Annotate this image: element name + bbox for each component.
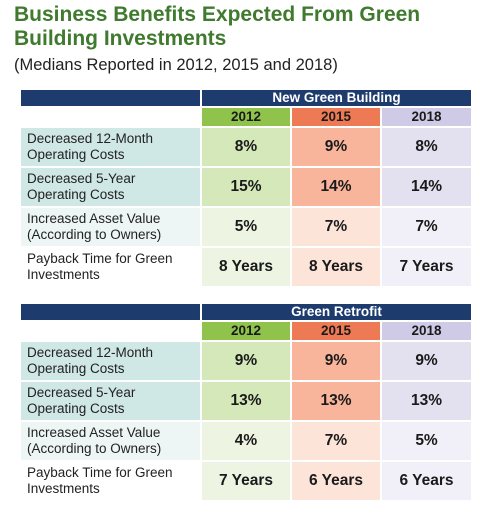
years-blank-cell xyxy=(21,106,201,127)
value-cell-2018: 7 Years xyxy=(379,246,472,286)
value-cell-2012: 15% xyxy=(200,166,291,207)
new-green-building-years-row: 2012 2015 2018 xyxy=(21,106,472,127)
chart-title-line2: Building Investments xyxy=(14,27,227,50)
row-label-line1: Payback Time for Green xyxy=(27,251,173,266)
table-row: Increased Asset Value (According to Owner… xyxy=(21,206,472,247)
value-cell-2015: 13% xyxy=(290,380,381,421)
chart-subtitle: (Medians Reported in 2012, 2015 and 2018… xyxy=(14,56,338,74)
row-label-line2: Operating Costs xyxy=(27,187,125,202)
row-label-line2: Investments xyxy=(27,267,100,282)
year-header-2015: 2015 xyxy=(290,320,381,341)
table-row: Increased Asset Value (According to Owner… xyxy=(21,420,472,461)
table-row: Decreased 12-Month Operating Costs 9% 9% 9% xyxy=(21,340,472,381)
row-label-line2: (According to Owners) xyxy=(27,227,162,242)
value-cell-2018: 8% xyxy=(379,126,472,167)
chart-title: Business Benefits Expected From Green Bu… xyxy=(14,3,494,51)
header-blank-cell xyxy=(21,304,201,321)
value-cell-2012: 9% xyxy=(200,340,291,381)
row-label-line2: (According to Owners) xyxy=(27,441,162,456)
row-label: Increased Asset Value (According to Owner… xyxy=(21,206,201,247)
new-green-building-header-row: New Green Building xyxy=(21,90,472,107)
row-label-line1: Payback Time for Green xyxy=(27,465,173,480)
value-cell-2012: 8 Years xyxy=(200,246,291,286)
header-blank-cell xyxy=(21,90,201,107)
table-row: Decreased 5-Year Operating Costs 13% 13% 13% xyxy=(21,380,472,421)
row-label-line2: Operating Costs xyxy=(27,401,125,416)
row-label: Decreased 5-Year Operating Costs xyxy=(21,380,201,421)
chart-title-line1: Business Benefits Expected From Green xyxy=(14,3,421,26)
row-label-line1: Decreased 5-Year xyxy=(27,171,136,186)
value-cell-2015: 7% xyxy=(290,420,381,461)
value-cell-2018: 7% xyxy=(379,206,472,247)
value-cell-2018: 9% xyxy=(379,340,472,381)
value-cell-2015: 8 Years xyxy=(290,246,381,286)
row-label: Payback Time for Green Investments xyxy=(21,460,201,500)
row-label-line1: Decreased 12-Month xyxy=(27,345,154,360)
row-label: Increased Asset Value (According to Owner… xyxy=(21,420,201,461)
row-label-line1: Increased Asset Value xyxy=(27,425,161,440)
row-label-line2: Investments xyxy=(27,481,100,496)
table-row: Decreased 12-Month Operating Costs 8% 9% 8% xyxy=(21,126,472,167)
value-cell-2012: 4% xyxy=(200,420,291,461)
years-blank-cell xyxy=(21,320,201,341)
value-cell-2012: 8% xyxy=(200,126,291,167)
year-header-2018: 2018 xyxy=(379,106,472,127)
new-green-building-section-title: New Green Building xyxy=(199,90,472,107)
year-header-2015: 2015 xyxy=(290,106,381,127)
row-label-line2: Operating Costs xyxy=(27,361,125,376)
row-label: Decreased 5-Year Operating Costs xyxy=(21,166,201,207)
value-cell-2012: 13% xyxy=(200,380,291,421)
year-header-2018: 2018 xyxy=(379,320,472,341)
green-retrofit-header-row: Green Retrofit xyxy=(21,304,472,321)
value-cell-2015: 7% xyxy=(290,206,381,247)
value-cell-2015: 9% xyxy=(290,126,381,167)
value-cell-2018: 14% xyxy=(379,166,472,207)
table-row: Payback Time for Green Investments 8 Years… xyxy=(21,246,472,286)
row-label-line1: Decreased 12-Month xyxy=(27,131,154,146)
table-row: Payback Time for Green Investments 7 Years… xyxy=(21,460,472,500)
value-cell-2012: 7 Years xyxy=(200,460,291,500)
row-label: Decreased 12-Month Operating Costs xyxy=(21,126,201,167)
year-header-2012: 2012 xyxy=(200,320,291,341)
green-retrofit-years-row: 2012 2015 2018 xyxy=(21,320,472,341)
table-row: Decreased 5-Year Operating Costs 15% 14% 14% xyxy=(21,166,472,207)
table-green-retrofit: Green Retrofit 2012 2015 2018 Decreased 12-M… xyxy=(21,304,472,500)
row-label-line2: Operating Costs xyxy=(27,147,125,162)
table-new-green-building: New Green Building 2012 2015 2018 Decreased … xyxy=(21,90,472,286)
year-header-2012: 2012 xyxy=(200,106,291,127)
value-cell-2015: 9% xyxy=(290,340,381,381)
value-cell-2018: 5% xyxy=(379,420,472,461)
value-cell-2018: 13% xyxy=(379,380,472,421)
row-label-line1: Decreased 5-Year xyxy=(27,385,136,400)
row-label: Decreased 12-Month Operating Costs xyxy=(21,340,201,381)
row-label-line1: Increased Asset Value xyxy=(27,211,161,226)
value-cell-2015: 6 Years xyxy=(290,460,381,500)
value-cell-2012: 5% xyxy=(200,206,291,247)
green-retrofit-section-title: Green Retrofit xyxy=(199,304,472,321)
value-cell-2015: 14% xyxy=(290,166,381,207)
value-cell-2018: 6 Years xyxy=(379,460,472,500)
row-label: Payback Time for Green Investments xyxy=(21,246,201,286)
